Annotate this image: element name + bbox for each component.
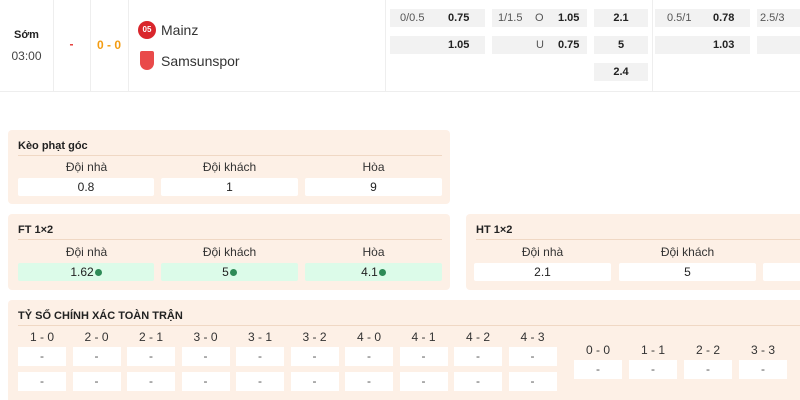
- exact-score-card: TỶ SỐ CHÍNH XÁC TOÀN TRẬN 1 - 0--2 - 0--…: [8, 300, 800, 400]
- score-label: 2 - 0: [84, 330, 109, 344]
- score-odd[interactable]: -: [454, 372, 502, 391]
- col-away: Đội khách: [202, 160, 257, 174]
- match-score: 0 - 0: [96, 38, 121, 52]
- corner-draw-odd[interactable]: 9: [305, 178, 442, 196]
- score-odd[interactable]: -: [72, 372, 121, 391]
- score-label: 2 - 2: [695, 343, 720, 357]
- exact-title: TỶ SỐ CHÍNH XÁC TOÀN TRẬN: [18, 310, 183, 322]
- ht-draw-odd[interactable]: [763, 263, 800, 281]
- corner-card: Kèo phạt góc Đội nhà Đội khách Hòa 0.8 1…: [8, 130, 450, 204]
- ht-hdp-home-odd[interactable]: 0.5/1 0.78: [655, 9, 750, 27]
- score-odd[interactable]: -: [18, 372, 66, 391]
- score-label: 2 - 1: [138, 330, 163, 344]
- 1x2-draw-odd[interactable]: 2.4: [594, 63, 648, 81]
- score-label: 3 - 3: [750, 343, 775, 357]
- score-label: 1 - 0: [29, 330, 54, 344]
- hdp-home-odd[interactable]: 0/0.5 0.75: [390, 9, 485, 27]
- match-time: 03:00: [11, 49, 42, 63]
- score-odd[interactable]: -: [399, 347, 448, 366]
- score-odd[interactable]: -: [181, 372, 230, 391]
- score-odd[interactable]: -: [399, 372, 448, 391]
- col-away: Đội khách: [202, 245, 257, 259]
- score-odd[interactable]: -: [739, 360, 787, 379]
- ft-away-odd[interactable]: 5: [161, 263, 298, 281]
- ht-hdp-away-odd[interactable]: 1.03: [655, 36, 750, 54]
- home-team[interactable]: Mainz: [161, 22, 199, 38]
- score-odd[interactable]: -: [127, 347, 175, 366]
- ft-title: FT 1×2: [18, 224, 54, 236]
- ht-title: HT 1×2: [476, 224, 513, 236]
- ht-ou-over-odd[interactable]: 2.5/3: [757, 9, 800, 27]
- live-dot-icon: [378, 269, 386, 276]
- col-home: Đội nhà: [65, 245, 108, 259]
- score-odd[interactable]: -: [236, 347, 284, 366]
- corner-title: Kèo phạt góc: [18, 140, 88, 152]
- samsunspor-logo-icon: [140, 51, 154, 70]
- col-draw: Hòa: [362, 245, 385, 259]
- divider: [128, 0, 129, 91]
- score-odd[interactable]: -: [508, 347, 557, 366]
- score-label: 4 - 3: [520, 330, 545, 344]
- live-dot-icon: [94, 269, 102, 276]
- col-home: Đội nhà: [521, 245, 564, 259]
- score-odd[interactable]: -: [454, 347, 502, 366]
- score-odd[interactable]: -: [629, 360, 677, 379]
- divider: [652, 0, 653, 91]
- score-label: 4 - 0: [356, 330, 381, 344]
- score-odd[interactable]: -: [181, 347, 230, 366]
- score-label: 4 - 1: [411, 330, 436, 344]
- corner-away-odd[interactable]: 1: [161, 178, 298, 196]
- score-odd[interactable]: -: [684, 360, 732, 379]
- divider: [53, 0, 54, 91]
- odd-value: 5: [222, 265, 229, 279]
- 1x2-home-odd[interactable]: 2.1: [594, 9, 648, 27]
- score-odd[interactable]: -: [345, 347, 393, 366]
- score-odd[interactable]: -: [290, 347, 339, 366]
- score-label: 3 - 1: [247, 330, 272, 344]
- ou-under-odd[interactable]: U 0.75: [492, 36, 587, 54]
- 1x2-away-odd[interactable]: 5: [594, 36, 648, 54]
- odd-value: 1.62: [70, 265, 94, 279]
- score-label: 4 - 2: [465, 330, 490, 344]
- hdp-away-odd[interactable]: 1.05: [390, 36, 485, 54]
- live-indicator: -: [69, 37, 74, 51]
- score-odd[interactable]: -: [290, 372, 339, 391]
- score-label: 0 - 0: [585, 343, 610, 357]
- divider: [385, 0, 386, 91]
- score-odd[interactable]: -: [72, 347, 121, 366]
- col-away: Đội khách: [660, 245, 715, 259]
- score-label: 3 - 2: [302, 330, 327, 344]
- ft-draw-odd[interactable]: 4.1: [305, 263, 442, 281]
- score-label: 3 - 0: [193, 330, 218, 344]
- ht-ou-under-odd[interactable]: [757, 36, 800, 54]
- row-divider: [0, 91, 800, 92]
- ou-over-odd[interactable]: 1/1.5 O 1.05: [492, 9, 587, 27]
- ht-away-odd[interactable]: 5: [619, 263, 756, 281]
- ht-card: HT 1×2 Đội nhà Đội khách 2.1 5: [466, 214, 800, 290]
- col-home: Đội nhà: [65, 160, 108, 174]
- mainz-logo-icon: 05: [138, 21, 156, 39]
- match-status: Sớm: [14, 29, 39, 41]
- ht-home-odd[interactable]: 2.1: [474, 263, 611, 281]
- col-draw: Hòa: [362, 160, 385, 174]
- score-label: 1 - 1: [640, 343, 665, 357]
- corner-home-odd[interactable]: 0.8: [18, 178, 154, 196]
- score-odd[interactable]: -: [236, 372, 284, 391]
- score-odd[interactable]: -: [508, 372, 557, 391]
- score-odd[interactable]: -: [18, 347, 66, 366]
- away-team[interactable]: Samsunspor: [161, 53, 240, 69]
- ft-home-odd[interactable]: 1.62: [18, 263, 154, 281]
- live-dot-icon: [229, 269, 237, 276]
- score-odd[interactable]: -: [127, 372, 175, 391]
- score-odd[interactable]: -: [574, 360, 622, 379]
- score-odd[interactable]: -: [345, 372, 393, 391]
- divider: [90, 0, 91, 91]
- ft-card: FT 1×2 Đội nhà Đội khách Hòa 1.62 5 4.1: [8, 214, 450, 290]
- odd-value: 4.1: [361, 265, 378, 279]
